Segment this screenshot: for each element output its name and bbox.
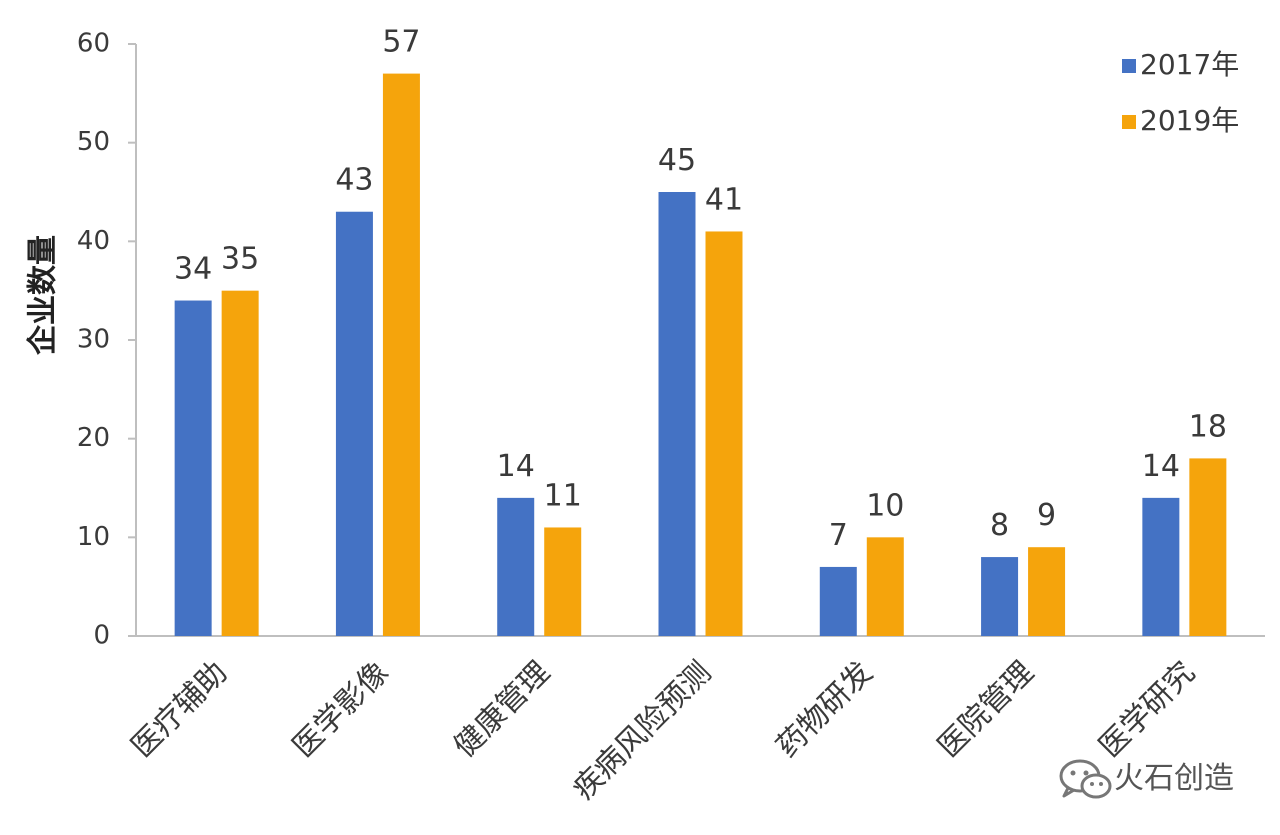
category-labels-group: 医疗辅助 医学影像 健康管理 疾病风险预测 药物研发 医院管理 医学研究 (125, 655, 1202, 807)
bar (174, 300, 212, 636)
legend: 2017年 2019年 (1122, 48, 1239, 137)
category-label: 健康管理 (447, 655, 557, 765)
bar (544, 527, 582, 636)
y-tick-label: 10 (77, 522, 110, 552)
y-tick-label: 60 (77, 29, 110, 59)
bar (981, 557, 1019, 636)
legend-swatch (1122, 59, 1136, 73)
bar (497, 497, 535, 636)
category-label: 疾病风险预测 (566, 655, 718, 807)
bars-group (174, 73, 1227, 637)
bar (1189, 458, 1227, 636)
watermark: 火石创造 (1059, 759, 1234, 799)
legend-label: 2017年 (1140, 48, 1239, 81)
bar (705, 231, 743, 636)
legend-label: 2019年 (1140, 104, 1239, 137)
y-tick-label: 20 (77, 423, 110, 453)
data-label: 18 (1189, 409, 1227, 444)
data-label: 41 (705, 182, 743, 217)
category-label: 医学影像 (286, 655, 396, 765)
data-label: 57 (382, 25, 420, 60)
data-label: 14 (1142, 449, 1180, 484)
data-label: 14 (497, 449, 535, 484)
category-label: 药物研发 (770, 655, 880, 765)
bar (1028, 547, 1066, 636)
data-label: 10 (866, 488, 904, 523)
data-label: 35 (221, 242, 259, 277)
data-label: 9 (1037, 498, 1056, 533)
data-labels-group: 34 35 43 57 14 11 45 41 7 10 8 9 14 18 (174, 25, 1227, 553)
legend-swatch (1122, 115, 1136, 129)
wechat-icon (1059, 759, 1112, 799)
y-tick-label: 30 (77, 325, 110, 355)
y-tick-label: 50 (77, 127, 110, 157)
category-label: 医学研究 (1092, 655, 1202, 765)
y-axis-title: 企业数量 (26, 235, 61, 355)
category-label: 医院管理 (931, 655, 1041, 765)
bar (1142, 497, 1180, 636)
bar (866, 537, 904, 636)
data-label: 7 (829, 518, 848, 553)
data-label: 43 (335, 163, 373, 198)
data-label: 34 (174, 252, 212, 287)
bar (221, 290, 259, 636)
watermark-text: 火石创造 (1114, 761, 1234, 796)
bar (819, 566, 857, 636)
bar (382, 73, 420, 637)
bar (658, 192, 696, 636)
data-label: 45 (658, 143, 696, 178)
data-label: 11 (544, 478, 582, 513)
y-tick-label: 40 (77, 226, 110, 256)
bar (335, 211, 373, 636)
category-label: 医疗辅助 (125, 655, 235, 765)
y-tick-label: 0 (93, 621, 110, 651)
data-label: 8 (990, 508, 1009, 543)
axes: 0 10 20 30 40 50 60 (77, 29, 1265, 651)
